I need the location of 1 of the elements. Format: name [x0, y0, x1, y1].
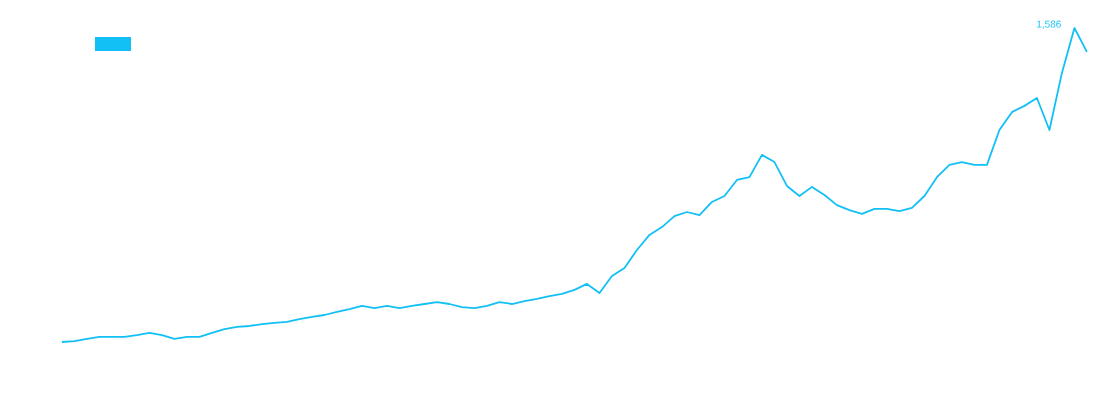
- annotation: 1,586: [1037, 20, 1061, 29]
